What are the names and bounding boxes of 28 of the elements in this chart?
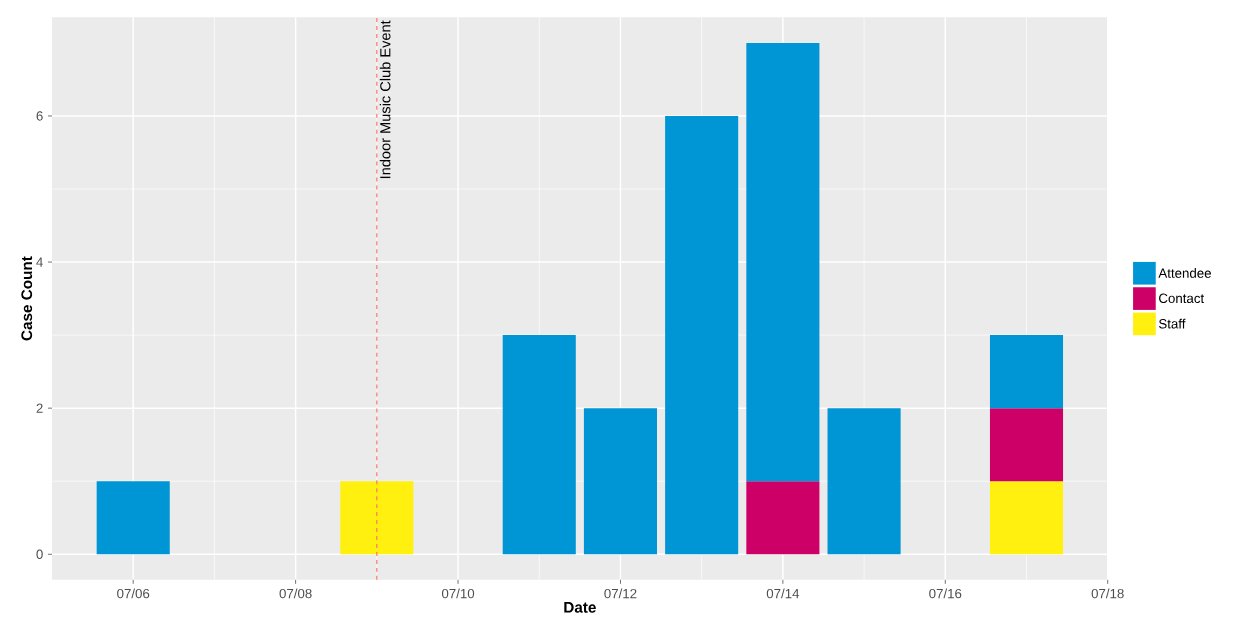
bar: [989, 335, 1064, 409]
legend-label: Attendee: [1158, 268, 1211, 278]
bar: [989, 408, 1064, 482]
bar: [583, 408, 657, 555]
bar: [502, 335, 576, 555]
bar: [665, 115, 739, 555]
x-tick-label: 07/06: [117, 588, 150, 599]
bar: [746, 42, 820, 482]
x-tick-label: 07/16: [929, 588, 962, 599]
bar: [746, 481, 820, 555]
legend-label: Staff: [1158, 318, 1186, 329]
x-tick-label: 07/18: [1091, 588, 1124, 599]
y-axis-title: Case Count: [21, 256, 33, 341]
y-tick-label: 4: [36, 257, 43, 267]
legend-label: Contact: [1159, 293, 1205, 303]
bar: [340, 481, 414, 555]
y-tick-label: 0: [36, 549, 43, 559]
x-tick-label: 07/08: [279, 588, 312, 599]
x-tick-label: 07/10: [441, 588, 475, 599]
bar: [827, 408, 901, 555]
y-tick-label: 6: [36, 111, 43, 121]
x-tick-label: 07/14: [766, 588, 800, 599]
bar: [989, 481, 1064, 555]
bar: [96, 481, 170, 555]
x-axis-title: Date: [564, 601, 596, 613]
ref-line-label: Indoor Music Club Event: [379, 20, 391, 178]
y-tick-label: 2: [36, 403, 43, 413]
x-tick-label: 07/12: [604, 588, 637, 599]
